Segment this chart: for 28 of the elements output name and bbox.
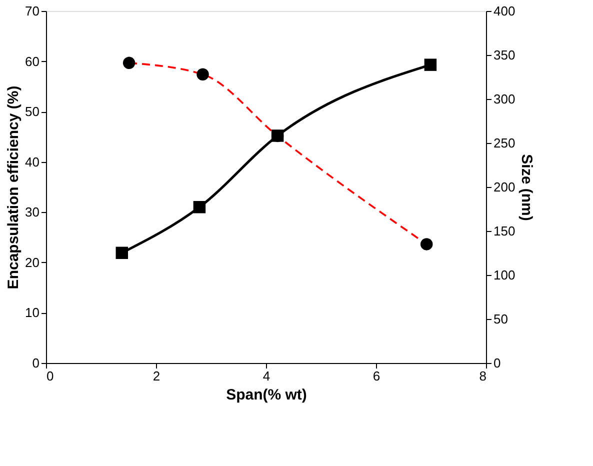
x-tick-label: 0 bbox=[46, 368, 54, 384]
x-tick-label: 6 bbox=[372, 368, 380, 384]
y2-tick-label: 50 bbox=[494, 312, 508, 326]
y-axis-title: Encapsulation efficiency (%) bbox=[5, 86, 22, 290]
y-tick-label: 70 bbox=[25, 4, 40, 18]
point bbox=[116, 246, 128, 259]
x-tick-label: 2 bbox=[152, 368, 160, 384]
y2-tick-label: 400 bbox=[494, 4, 516, 18]
y2-tick-label: 350 bbox=[494, 48, 516, 62]
y2-tick-label: 300 bbox=[494, 92, 516, 106]
y-tick-label: 20 bbox=[25, 254, 40, 270]
x-axis-title: Span(% wt) bbox=[226, 386, 307, 404]
x-tick-label: 4 bbox=[262, 368, 270, 384]
y2-axis-title: Size (nm) bbox=[518, 154, 536, 221]
y-tick-label: 10 bbox=[25, 305, 40, 320]
y-tick-label: 0 bbox=[32, 356, 40, 370]
point bbox=[424, 58, 437, 71]
y2-tick-label: 150 bbox=[494, 224, 516, 238]
x-tick-label: 8 bbox=[479, 368, 486, 384]
y-tick-label: 30 bbox=[25, 204, 40, 220]
y2-tick-label: 200 bbox=[494, 180, 516, 194]
y2-tick-label: 100 bbox=[494, 268, 516, 282]
y-tick-label: 50 bbox=[25, 104, 40, 120]
y-tick-label: 60 bbox=[25, 54, 40, 69]
y2-tick-label: 0 bbox=[494, 356, 501, 370]
y2-tick-label: 250 bbox=[494, 136, 516, 150]
point bbox=[193, 200, 206, 214]
y-tick-label: 40 bbox=[25, 154, 40, 170]
